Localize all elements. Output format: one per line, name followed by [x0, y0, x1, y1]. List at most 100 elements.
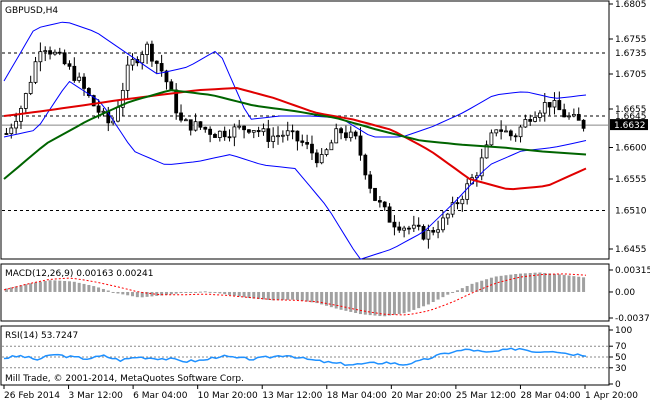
- candle-body: [203, 126, 208, 130]
- macd-histogram-bar: [67, 281, 71, 292]
- candle-body: [159, 63, 164, 72]
- candle-body: [368, 174, 373, 189]
- rsi-tick-label: 50: [615, 353, 627, 363]
- macd-histogram-bar: [509, 274, 513, 292]
- macd-histogram-bar: [528, 273, 532, 292]
- macd-histogram-bar: [388, 291, 392, 316]
- candle-body: [499, 129, 504, 132]
- macd-histogram-bar: [320, 291, 324, 305]
- candle-body: [392, 221, 397, 228]
- macd-histogram-bar: [358, 291, 362, 315]
- candle-body: [193, 121, 198, 131]
- macd-histogram-bar: [557, 274, 561, 292]
- macd-histogram-bar: [504, 275, 508, 292]
- macd-histogram-bar: [441, 291, 445, 298]
- macd-histogram-bar: [363, 291, 367, 315]
- candle-body: [508, 130, 513, 137]
- candle-body: [198, 121, 203, 128]
- macd-histogram-bar: [305, 291, 309, 302]
- macd-histogram-bar: [334, 291, 338, 309]
- macd-histogram-bar: [169, 291, 173, 295]
- candle-body: [377, 200, 382, 203]
- macd-histogram-bar: [198, 291, 202, 293]
- macd-histogram-bar: [82, 283, 86, 292]
- time-tick-label: 1 Apr 20:00: [585, 391, 638, 400]
- macd-histogram-bar: [203, 291, 207, 293]
- candle-body: [169, 81, 174, 91]
- macd-histogram-bar: [189, 291, 193, 293]
- macd-histogram-bar: [470, 283, 474, 292]
- candle-body: [523, 119, 528, 128]
- macd-histogram-bar: [494, 276, 498, 292]
- macd-histogram-bar: [58, 280, 62, 292]
- macd-histogram-bar: [247, 291, 251, 298]
- candle-body: [14, 120, 19, 129]
- macd-histogram-bar: [97, 287, 101, 292]
- macd-histogram-bar: [562, 274, 566, 292]
- candle-body: [310, 143, 314, 154]
- candle-body: [518, 126, 523, 138]
- candle-body: [557, 100, 562, 111]
- macd-histogram-bar: [402, 291, 406, 314]
- candle-body: [339, 128, 343, 134]
- macd-histogram-bar: [368, 291, 372, 316]
- macd-histogram-bar: [213, 291, 217, 293]
- candle-body: [562, 109, 567, 118]
- macd-histogram-bar: [29, 283, 33, 292]
- macd-histogram-bar: [310, 291, 314, 303]
- macd-histogram-bar: [53, 280, 57, 292]
- macd-histogram-bar: [271, 291, 275, 301]
- macd-histogram-bar: [455, 290, 459, 292]
- macd-axis: 0.00315 0.00 -0.00373: [609, 266, 650, 324]
- macd-panel[interactable]: [0, 263, 610, 322]
- macd-histogram-bar: [475, 282, 479, 292]
- candle-body: [397, 226, 402, 231]
- macd-histogram-bar: [397, 291, 401, 314]
- candle-body: [67, 63, 72, 67]
- macd-histogram-bar: [383, 291, 387, 317]
- macd-histogram-bar: [392, 291, 396, 315]
- time-tick-label: 3 Mar 12:00: [69, 391, 124, 400]
- macd-histogram-bar: [87, 285, 91, 292]
- macd-histogram-bar: [43, 280, 47, 292]
- price-tick-label: 1.6755: [615, 35, 647, 45]
- candle-body: [479, 157, 484, 177]
- macd-histogram-bar: [126, 291, 130, 296]
- rsi-tick-label: 30: [615, 364, 627, 374]
- candle-body: [489, 132, 494, 146]
- macd-histogram-bar: [315, 291, 319, 304]
- candle-body: [484, 144, 489, 159]
- candle-body: [290, 130, 295, 133]
- macd-histogram-bar: [116, 291, 120, 294]
- candle-body: [140, 54, 145, 64]
- price-layer: [2, 21, 608, 260]
- candle-body: [421, 225, 426, 240]
- macd-histogram-bar: [281, 291, 285, 301]
- candle-body: [552, 100, 557, 108]
- time-tick-label: 25 Mar 12:00: [456, 391, 516, 400]
- candle-body: [116, 106, 120, 122]
- rsi-tick-label: 70: [615, 342, 627, 352]
- macd-tick-label: 0.00: [615, 288, 635, 298]
- macd-histogram-bar: [499, 275, 503, 292]
- macd-histogram-bar: [567, 275, 571, 292]
- macd-histogram-bar: [325, 291, 329, 306]
- candle-body: [43, 50, 48, 53]
- rsi-tick-label: 100: [615, 326, 632, 336]
- price-panel[interactable]: [0, 0, 610, 260]
- candle-body: [28, 81, 33, 94]
- candle-body: [445, 213, 450, 219]
- macd-histogram-bar: [407, 291, 411, 312]
- candle-body: [9, 127, 14, 135]
- macd-histogram-bar: [339, 291, 343, 310]
- macd-histogram-bar: [4, 288, 8, 292]
- macd-histogram-bar: [412, 291, 416, 310]
- price-tick-label: 1.6455: [615, 245, 647, 255]
- candle-body: [533, 117, 537, 122]
- macd-histogram-bar: [572, 276, 576, 292]
- macd-histogram-bar: [237, 291, 241, 297]
- candle-body: [179, 112, 183, 121]
- macd-histogram-bar: [106, 290, 110, 292]
- macd-histogram-bar: [155, 291, 159, 296]
